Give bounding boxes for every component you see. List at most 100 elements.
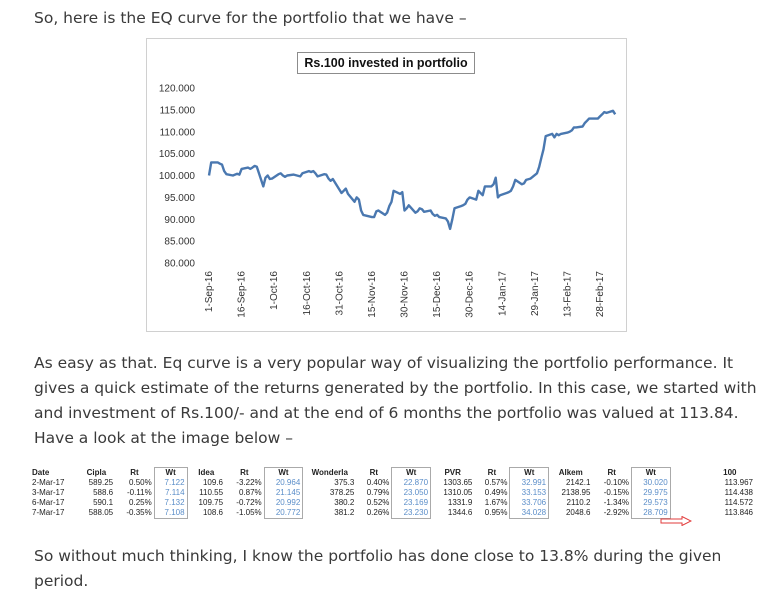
table-header-cell: Wt [631, 467, 671, 478]
table-cell: 0.79% [366, 488, 390, 497]
table-header-cell: Rt [487, 467, 497, 477]
table-cell: 1303.65 [443, 478, 473, 487]
table-header-cell: Rt [369, 467, 379, 477]
table-header-cell: Alkem [558, 467, 583, 477]
table-cell: 108.6 [202, 508, 224, 518]
eq-curve-chart: Rs.100 invested in portfolio 120.000 115.… [146, 38, 627, 332]
right-arrow-icon [660, 516, 692, 526]
y-tick-label: 85.000 [164, 237, 195, 248]
table-cell: 113.967 [724, 478, 753, 487]
table-cell: 33.153 [509, 488, 550, 498]
table-cell: 0.87% [238, 488, 262, 497]
table-row: 2-Mar-17 589.25 0.50% 7.122 109.6 -3.22% 20.96… [30, 478, 755, 488]
table-cell: 32.991 [509, 478, 550, 488]
table-cell: 0.95% [484, 508, 508, 518]
table-cell: 0.26% [366, 508, 390, 518]
explanation-line: gives a quick estimate of the returns ge… [34, 379, 757, 397]
table-cell: 0.52% [366, 498, 390, 507]
x-tick-label: 15-Nov-16 [367, 271, 378, 318]
table-header-cell: Wt [391, 467, 432, 478]
explanation-line: Have a look at the image below – [34, 429, 293, 447]
table-cell: 0.40% [366, 478, 390, 487]
conclusion-paragraph: So without much thinking, I know the por… [34, 544, 746, 594]
table-cell [670, 498, 705, 508]
table-cell: 21.145 [263, 488, 304, 498]
table-cell: -0.11% [126, 488, 152, 497]
x-tick-label: 30-Nov-16 [400, 271, 411, 318]
table-cell: 23.230 [391, 508, 432, 519]
table-cell: 109.6 [202, 478, 224, 487]
x-tick-label: 16-Sep-16 [237, 271, 248, 318]
table-cell: 2138.95 [561, 488, 591, 497]
table-cell: -0.72% [236, 498, 262, 507]
table-cell: 34.028 [509, 508, 550, 519]
table-cell: 20.992 [263, 498, 304, 508]
table-cell: 20.964 [263, 478, 304, 488]
table-cell: 588.6 [93, 488, 114, 497]
table-cell: 109.75 [198, 498, 224, 507]
table-cell: 1344.6 [447, 508, 473, 518]
chart-title: Rs.100 invested in portfolio [297, 52, 475, 74]
table-header-cell: Wt [263, 467, 304, 478]
portfolio-data-table: Date Cipla Rt Wt Idea Rt Wt Wonderla Rt Wt PVR Rt Wt… [30, 467, 755, 527]
table-row: 7-Mar-17 588.05 -0.35% 7.108 108.6 -1.05% 20.7… [30, 508, 755, 519]
y-tick-label: 90.000 [164, 215, 195, 226]
eq-curve-line [207, 109, 617, 231]
conclusion-line: So without much thinking, I know the por… [34, 547, 722, 565]
table-cell: 3-Mar-17 [32, 488, 65, 497]
y-tick-label: 100.000 [159, 171, 196, 182]
table-cell: 590.1 [93, 498, 114, 507]
table-cell: 375.3 [334, 478, 355, 487]
table-cell: -0.15% [603, 488, 630, 497]
table-cell: 1310.05 [443, 488, 473, 497]
table-header-cell: Wt [509, 467, 550, 478]
y-tick-label: 105.000 [159, 149, 196, 160]
y-tick-label: 95.000 [164, 193, 195, 204]
table-cell: 2048.6 [565, 508, 591, 518]
table-cell: -0.35% [126, 508, 152, 518]
x-tick-label: 29-Jan-17 [530, 271, 541, 316]
table-header-cell [670, 468, 705, 479]
table-cell: 7.108 [153, 508, 188, 519]
table-cell: 2110.2 [566, 498, 591, 507]
table-cell: 113.846 [724, 508, 753, 518]
table-cell: 1331.9 [447, 498, 473, 507]
table-header-cell: Date [32, 467, 50, 477]
table-row: 6-Mar-17 590.1 0.25% 7.132 109.75 -0.72% 20.99… [30, 498, 755, 508]
table-cell: 20.772 [263, 508, 304, 519]
table-cell: 114.572 [724, 498, 753, 507]
table-cell: 7-Mar-17 [32, 508, 65, 518]
table-header-row: Date Cipla Rt Wt Idea Rt Wt Wonderla Rt Wt PVR Rt Wt… [30, 467, 755, 479]
table-cell: 29.975 [631, 488, 671, 498]
table-cell: 2142.1 [565, 478, 591, 487]
table-cell: 2-Mar-17 [32, 478, 65, 487]
y-tick-label: 115.000 [160, 105, 196, 116]
y-tick-label: 110.000 [160, 127, 196, 138]
table-header-cell: Rt [130, 467, 139, 477]
table-cell: 380.2 [334, 498, 355, 507]
explanation-paragraph: As easy as that. Eq curve is a very popu… [34, 351, 757, 451]
table-cell: 114.438 [724, 488, 753, 497]
table-cell: 23.169 [391, 498, 432, 508]
table-header-cell: Rt [607, 467, 616, 477]
table-cell: 7.122 [153, 478, 188, 488]
table-cell: 29.573 [631, 498, 671, 508]
table-header-cell: Idea [198, 467, 215, 477]
table-cell: 23.050 [391, 488, 432, 498]
y-tick-label: 120.000 [159, 84, 196, 95]
table-cell: 381.2 [334, 508, 355, 518]
x-tick-label: 14-Jan-17 [497, 271, 508, 316]
x-tick-label: 28-Feb-17 [595, 271, 606, 318]
table-cell [670, 488, 705, 498]
table-header-cell: 100 [723, 467, 737, 477]
table-cell: -0.10% [603, 478, 630, 487]
x-tick-label: 15-Dec-16 [432, 271, 443, 318]
intro-paragraph: So, here is the EQ curve for the portfol… [34, 9, 467, 27]
table-cell: 6-Mar-17 [32, 498, 65, 507]
x-tick-label: 1-Oct-16 [269, 271, 280, 310]
y-tick-label: 80.000 [164, 259, 195, 270]
table-cell: -2.92% [603, 508, 630, 518]
table-cell: 28.709 [631, 508, 671, 519]
table-header-cell: Rt [240, 467, 249, 477]
table-cell: 7.114 [153, 488, 188, 498]
